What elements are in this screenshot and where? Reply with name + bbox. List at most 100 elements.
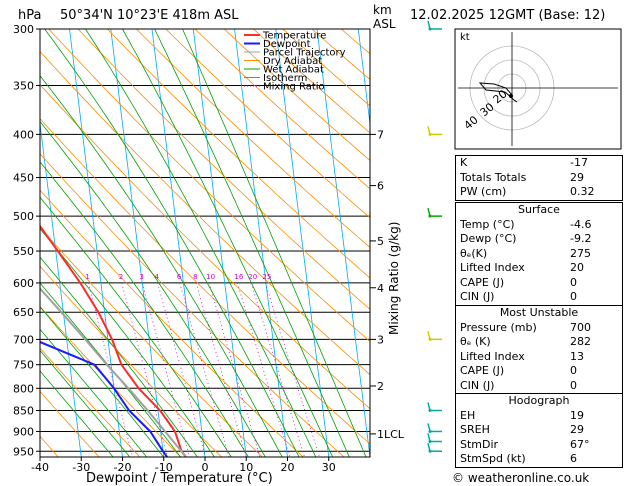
surface-cape-value: 0 — [570, 275, 577, 289]
stmdir-value: 67° — [570, 437, 590, 451]
wind-barb-dot — [428, 27, 432, 31]
dry-adiabat-line — [40, 227, 263, 457]
km-tick-label: 7 — [377, 128, 384, 141]
wet-adiabat-line — [40, 282, 181, 457]
eh-row: EH 19 — [456, 409, 622, 424]
surface-dewp-row: Dewp (°C) -9.2 — [456, 232, 622, 247]
storm-motion-marker — [509, 94, 513, 98]
wet-adiabat-line — [40, 306, 164, 457]
x-axis-label: Dewpoint / Temperature (°C) — [86, 471, 273, 486]
wet-adiabat-line — [40, 370, 114, 457]
wet-adiabat-line — [40, 75, 283, 457]
temp-tick-label: -20 — [114, 461, 132, 474]
wet-adiabat-line — [40, 121, 266, 457]
mu-pressure-value: 700 — [570, 320, 591, 334]
wet-adiabat-line — [40, 256, 198, 457]
mu-cin-row: CIN (J) 0 — [456, 379, 622, 394]
surface-li-label: Lifted Index — [460, 261, 525, 274]
wind-barbs — [427, 20, 442, 453]
surface-cin-value: 0 — [570, 290, 577, 303]
mu-pressure-label: Pressure (mb) — [460, 320, 537, 334]
pressure-tick-label: 900 — [13, 425, 34, 438]
km-tick-label: 4 — [377, 282, 384, 295]
temp-tick-label: 30 — [322, 461, 336, 474]
legend-entry: Wet Adiabat — [263, 65, 324, 76]
surface-panel: Surface Temp (°C) -4.6 Dewp (°C) -9.2 θₑ(K… — [455, 202, 623, 306]
wet-adiabat-line — [40, 328, 147, 457]
isotherm-line — [40, 120, 82, 457]
isotherm-line — [192, 29, 247, 457]
legend-entry: Temperature — [262, 31, 326, 42]
mixing-ratio-label: 10 — [206, 273, 215, 281]
pressure-tick-label: 350 — [13, 79, 34, 92]
pressure-tick-label: 500 — [13, 210, 34, 223]
mixing-ratio-label: 3 — [139, 273, 143, 281]
wet-adiabat-line — [40, 228, 215, 457]
mixing-ratio-axis-label: Mixing Ratio (g/kg) — [387, 221, 401, 335]
wet-adiabat-line — [154, 29, 350, 457]
wind-barb-dot — [428, 214, 432, 218]
wind-barb-dot — [428, 449, 432, 453]
surface-cape-row: CAPE (J) 0 — [456, 276, 622, 291]
surface-theta-value: 275 — [570, 246, 591, 260]
hodograph-trace — [478, 82, 518, 103]
dry-adiabat-line — [165, 29, 370, 219]
totals-totals-row: Totals Totals 29 — [456, 171, 622, 186]
mu-cin-value: 0 — [570, 378, 577, 392]
dry-adiabat-line — [40, 347, 141, 457]
location-title: 50°34'N 10°23'E 418m ASL — [60, 8, 239, 23]
indices-panel: K -17 Totals Totals 29 PW (cm) 0.32 — [455, 155, 623, 201]
pressure-tick-label: 800 — [13, 382, 34, 395]
pw-value: 0.32 — [570, 185, 595, 198]
pressure-tick-label: 450 — [13, 172, 34, 185]
mu-theta-row: θₑ (K) 282 — [456, 335, 622, 350]
legend-entry: Isotherm — [263, 73, 307, 84]
temp-tick-label: 0 — [202, 461, 209, 474]
mixing-ratio-label: 8 — [193, 273, 197, 281]
dry-adiabat-line — [40, 153, 345, 457]
most-unstable-panel: Most Unstable Pressure (mb) 700 θₑ (K) 282… — [455, 305, 623, 394]
mu-li-value: 13 — [570, 349, 584, 363]
dry-adiabat-line — [136, 29, 370, 248]
series-parcel-trajectory — [40, 287, 187, 457]
wet-adiabat-line — [40, 349, 131, 457]
isotherm-line — [316, 29, 370, 457]
mu-cape-label: CAPE (J) — [460, 364, 505, 377]
k-index-value: -17 — [570, 156, 588, 169]
mixing-ratio-label: 4 — [155, 273, 160, 281]
isotherm-line — [357, 29, 370, 128]
pressure-tick-label: 600 — [13, 277, 34, 290]
dry-adiabat-line — [48, 29, 370, 343]
dry-adiabat-line — [40, 305, 181, 457]
stmspd-value: 6 — [570, 452, 577, 465]
surface-temp-label: Temp (°C) — [460, 217, 515, 231]
pw-label: PW (cm) — [460, 185, 507, 198]
surface-temp-row: Temp (°C) -4.6 — [456, 218, 622, 233]
pressure-tick-label: 550 — [13, 245, 34, 258]
eh-label: EH — [460, 408, 476, 422]
surface-li-row: Lifted Index 20 — [456, 261, 622, 276]
stmspd-label: StmSpd (kt) — [460, 452, 526, 465]
pressure-tick-label: 400 — [13, 128, 34, 141]
surface-dewp-label: Dewp (°C) — [460, 232, 517, 245]
mixing-ratio-label: 6 — [177, 273, 182, 281]
hodograph-panel: Hodograph EH 19 SREH 29 StmDir 67° StmSpd (… — [455, 393, 623, 468]
legend-entry: Parcel Trajectory — [263, 48, 346, 59]
mixing-ratio-label: 16 — [234, 273, 243, 281]
surface-cape-label: CAPE (J) — [460, 275, 505, 289]
mixing-ratio-line — [142, 282, 190, 457]
wet-adiabat-line — [85, 29, 317, 457]
isotherm-line — [69, 29, 123, 457]
legend-entry: Mixing Ratio — [263, 82, 325, 93]
totals-totals-label: Totals Totals — [460, 170, 527, 184]
pressure-tick-label: 700 — [13, 333, 34, 346]
mu-cin-label: CIN (J) — [460, 378, 495, 392]
series-dewpoint — [40, 340, 168, 457]
mixing-ratio-line — [157, 282, 206, 457]
surface-li-value: 20 — [570, 261, 584, 274]
pressure-tick-label: 300 — [13, 23, 34, 36]
most-unstable-title: Most Unstable — [499, 306, 579, 319]
